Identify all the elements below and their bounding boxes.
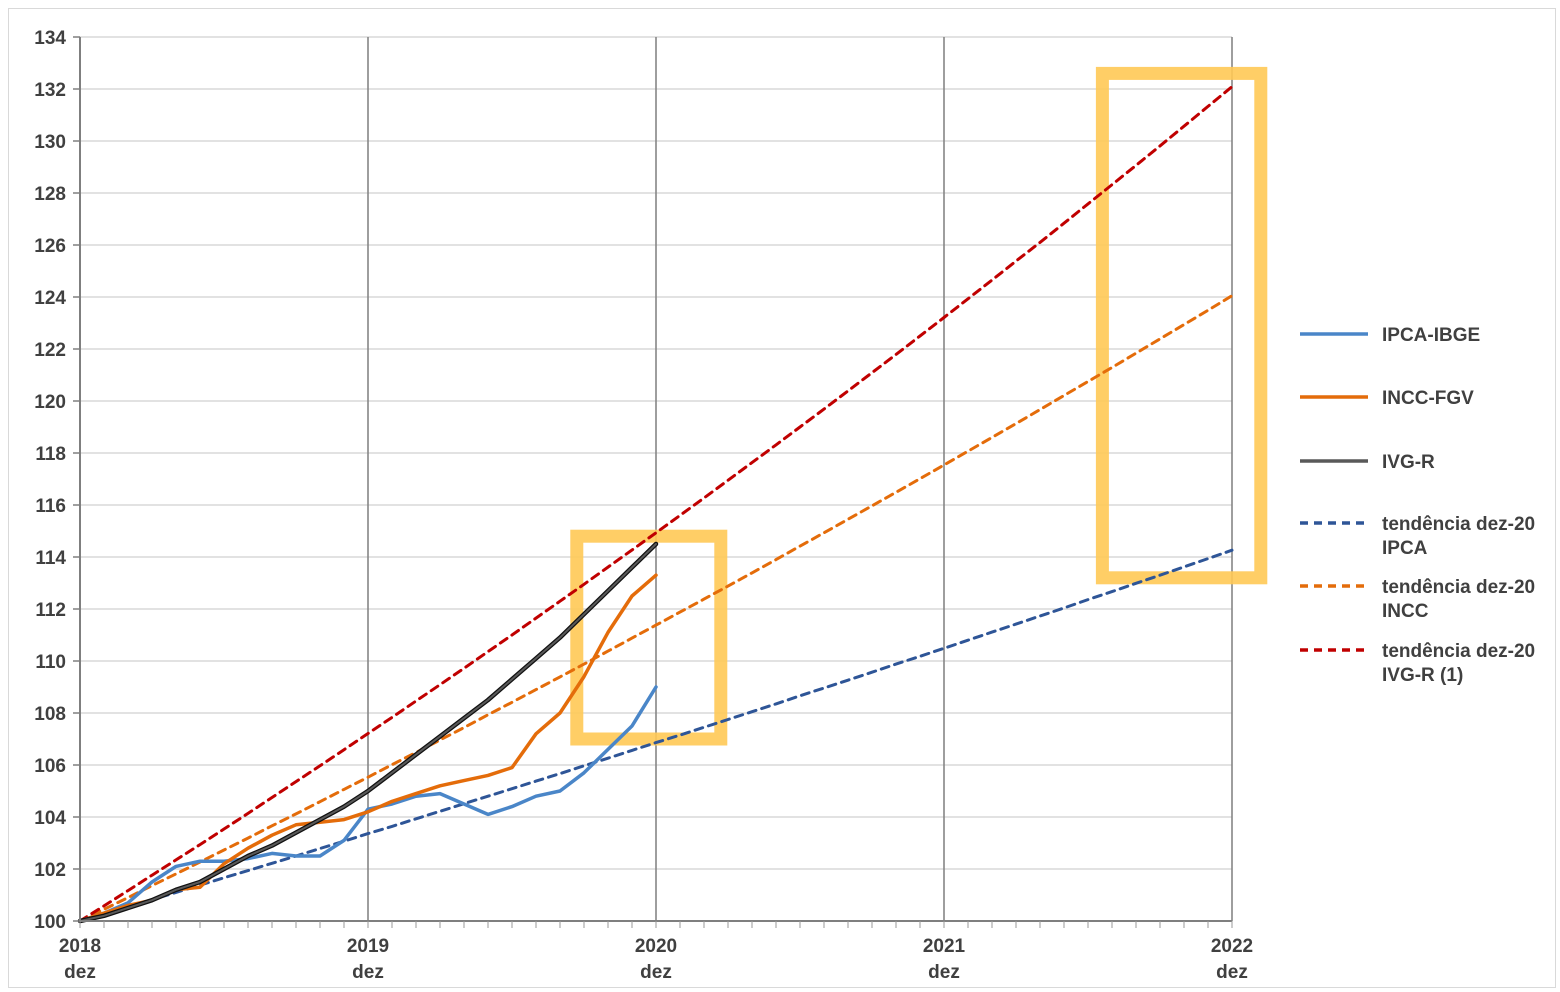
y-tick-label: 122 bbox=[34, 340, 66, 361]
series-line bbox=[78, 685, 658, 923]
y-tick-label: 130 bbox=[34, 132, 66, 153]
y-tick-label: 106 bbox=[34, 756, 66, 777]
legend-label-line: tendência dez-20 bbox=[1382, 514, 1535, 535]
y-tick-label: 128 bbox=[34, 184, 66, 205]
legend-label: tendência dez-20 INCC bbox=[1382, 577, 1535, 622]
legend-label-line: IPCA-IBGE bbox=[1382, 325, 1480, 346]
y-tick-label: 110 bbox=[35, 652, 66, 673]
legend-label: tendência dez-20 IVG-R (1) bbox=[1382, 641, 1535, 686]
x-tick-label: 2022 bbox=[1211, 936, 1253, 957]
highlight-box bbox=[1095, 66, 1268, 585]
highlight-boxes bbox=[570, 66, 1268, 746]
legend-label-line: tendência dez-20 bbox=[1382, 577, 1535, 598]
x-tick-label: 2019 bbox=[347, 936, 389, 957]
series-line bbox=[79, 543, 657, 922]
x-tick-sublabel: dez bbox=[1216, 962, 1248, 983]
y-tick-label: 112 bbox=[35, 600, 66, 621]
y-tick-label: 114 bbox=[35, 548, 66, 569]
y-tick-label: 102 bbox=[34, 860, 66, 881]
x-tick-sublabel: dez bbox=[64, 962, 96, 983]
y-tick-label: 134 bbox=[34, 28, 66, 49]
y-tick-label: 132 bbox=[34, 80, 66, 101]
legend-label: tendência dez-20 IPCA bbox=[1382, 514, 1535, 559]
axes: 100 102 104 106 108 110 112 114 116 118 120 122 124 1… bbox=[34, 28, 1253, 983]
highlight-box bbox=[570, 529, 728, 746]
legend-label-line: IVG-R (1) bbox=[1382, 665, 1463, 686]
legend-label-line: IVG-R bbox=[1382, 452, 1435, 473]
legend-label: IVG-R bbox=[1382, 452, 1435, 473]
y-tick-label: 108 bbox=[34, 704, 66, 725]
y-tick-label: 118 bbox=[35, 444, 66, 465]
y-tick-label: 100 bbox=[34, 912, 66, 933]
y-tick-label: 116 bbox=[35, 496, 66, 517]
x-tick-label: 2020 bbox=[635, 936, 677, 957]
legend-label-line: tendência dez-20 bbox=[1382, 641, 1535, 662]
y-tick-label: 126 bbox=[34, 236, 66, 257]
x-tick-sublabel: dez bbox=[640, 962, 672, 983]
series-lines bbox=[77, 85, 1234, 924]
legend-label: IPCA-IBGE bbox=[1382, 325, 1480, 346]
chart-frame bbox=[8, 8, 1556, 988]
y-tick-label: 104 bbox=[34, 808, 66, 829]
legend-label-line: INCC bbox=[1382, 601, 1429, 622]
x-tick-label: 2021 bbox=[923, 936, 966, 957]
series-line bbox=[78, 548, 1234, 923]
legend-label: INCC-FGV bbox=[1382, 388, 1474, 409]
x-tick-sublabel: dez bbox=[928, 962, 960, 983]
legend-label-line: IPCA bbox=[1382, 538, 1428, 559]
series-line bbox=[78, 85, 1234, 923]
y-tick-label: 120 bbox=[34, 392, 66, 413]
x-tick-sublabel: dez bbox=[352, 962, 384, 983]
x-tick-label: 2018 bbox=[59, 936, 101, 957]
series-line bbox=[78, 294, 1234, 923]
legend: IPCA-IBGE INCC-FGV IVG-R tendência dez-20 IP… bbox=[1300, 325, 1535, 686]
grid-lines bbox=[80, 36, 1233, 921]
y-tick-label: 124 bbox=[34, 288, 66, 309]
legend-label-line: INCC-FGV bbox=[1382, 388, 1474, 409]
